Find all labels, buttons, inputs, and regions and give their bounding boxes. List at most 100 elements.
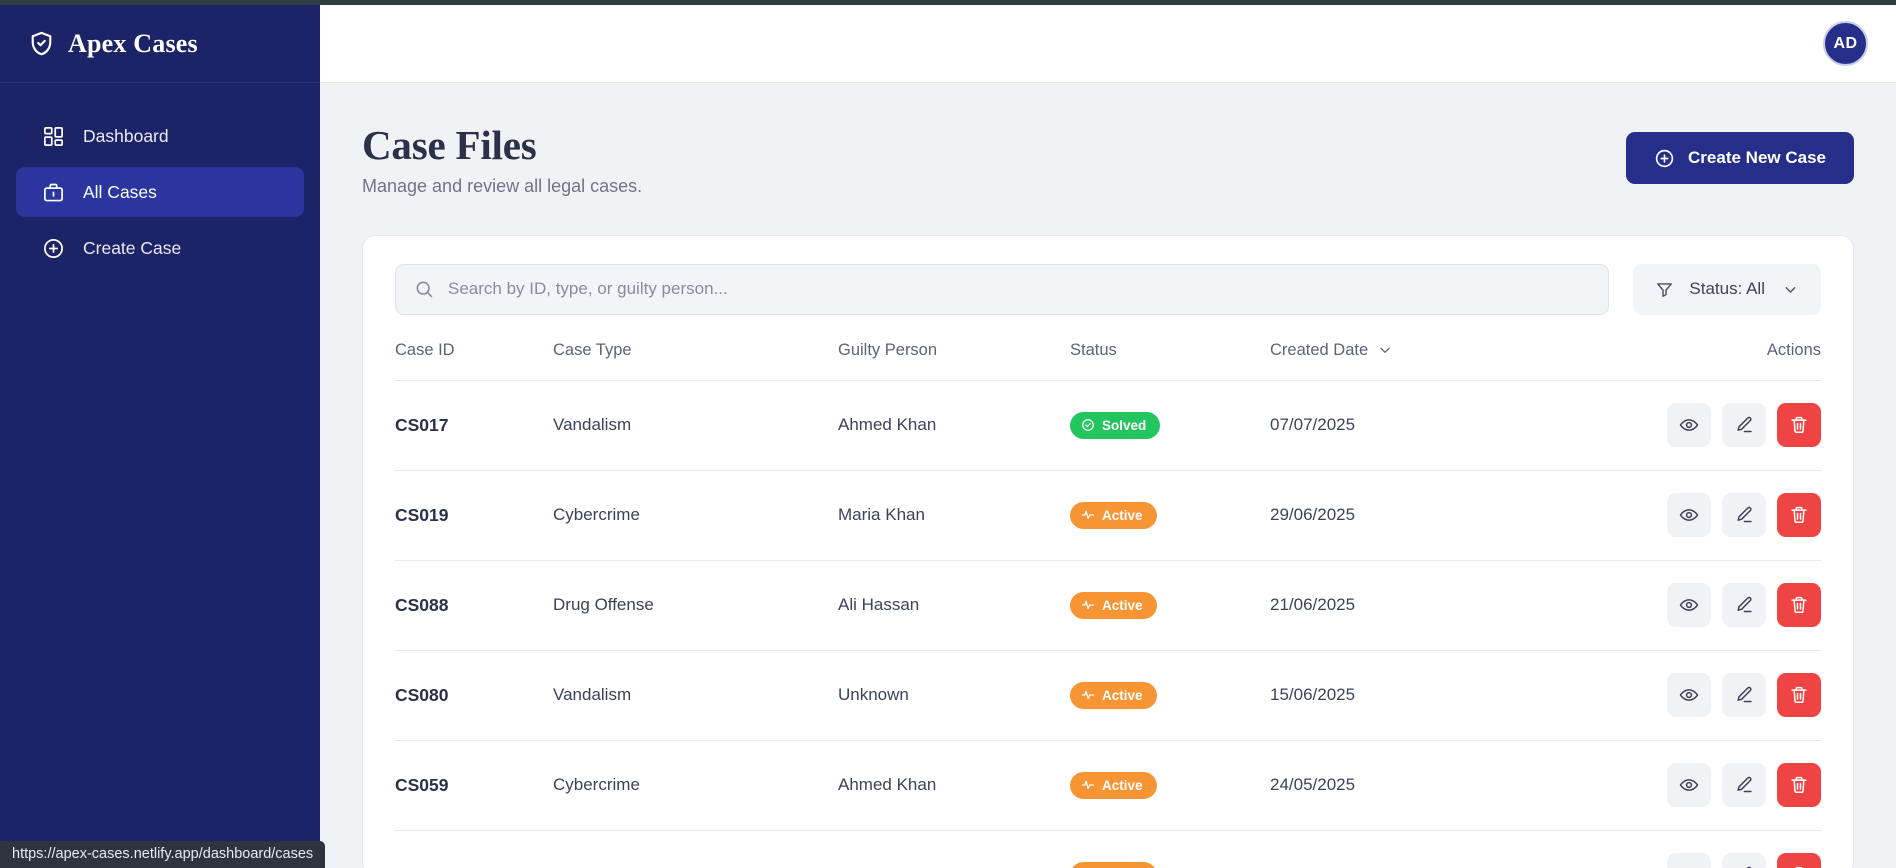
eye-icon	[1679, 595, 1699, 615]
table-row[interactable]: CS019 Cybercrime Maria Khan Active 29/06/202…	[395, 470, 1821, 561]
status-filter-button[interactable]: Status: All	[1633, 263, 1821, 315]
eye-icon	[1679, 415, 1699, 435]
view-case-button[interactable]	[1667, 493, 1711, 538]
cell-created-date: 29/06/2025	[1270, 470, 1600, 561]
sidebar-item-dashboard[interactable]: Dashboard	[16, 111, 304, 161]
cases-toolbar: Status: All	[395, 263, 1821, 315]
pencil-icon	[1734, 415, 1754, 435]
cell-created-date: 21/06/2025	[1270, 560, 1600, 651]
chevron-down-icon	[1780, 281, 1799, 298]
create-new-case-label: Create New Case	[1688, 148, 1826, 167]
cell-guilty-person: Ali Hassan	[838, 560, 1070, 651]
cell-status: Active	[1070, 560, 1270, 651]
plus-circle-icon	[1654, 148, 1675, 169]
plus-circle-icon	[42, 237, 65, 260]
pencil-icon	[1734, 775, 1754, 795]
table-row[interactable]: CS059 Cybercrime Ahmed Khan Active 24/05/202…	[395, 740, 1821, 831]
status-badge-label: Solved	[1102, 417, 1147, 433]
sidebar-item-create-case[interactable]: Create Case	[16, 223, 304, 273]
status-filter-label: Status: All	[1689, 279, 1765, 299]
view-case-button[interactable]	[1667, 763, 1711, 808]
page-title: Case Files	[362, 122, 537, 168]
status-badge: Active	[1070, 771, 1157, 799]
cell-case-type	[553, 830, 838, 868]
cell-case-id: CS019	[395, 470, 553, 561]
row-action-group	[1667, 583, 1821, 628]
view-case-button[interactable]	[1667, 853, 1711, 868]
cell-actions	[1600, 830, 1821, 868]
pulse-icon	[1081, 508, 1095, 522]
row-action-group	[1667, 763, 1821, 808]
brand-title: Apex Cases	[68, 28, 198, 58]
trash-icon	[1789, 415, 1809, 435]
delete-case-button[interactable]	[1777, 583, 1821, 628]
pencil-icon	[1734, 595, 1754, 615]
table-head: Case ID Case Type Guilty Person Status C…	[395, 340, 1821, 381]
created-date-label: Created Date	[1270, 340, 1369, 359]
cell-actions	[1600, 380, 1821, 471]
cell-case-type: Cybercrime	[553, 470, 838, 561]
cell-case-id	[395, 830, 553, 868]
column-header-guilty-person[interactable]: Guilty Person	[838, 340, 1070, 381]
cases-card: Status: All	[362, 234, 1854, 868]
cell-case-type: Vandalism	[553, 650, 838, 741]
eye-icon	[1679, 775, 1699, 795]
view-case-button[interactable]	[1667, 673, 1711, 718]
pulse-icon	[1081, 598, 1095, 612]
create-new-case-button[interactable]: Create New Case	[1626, 132, 1854, 184]
cell-status: Active	[1070, 650, 1270, 741]
shield-check-icon	[28, 30, 55, 57]
table-row[interactable]: CS088 Drug Offense Ali Hassan Active 21/06/2…	[395, 560, 1821, 651]
delete-case-button[interactable]	[1777, 493, 1821, 538]
pulse-icon	[1081, 688, 1095, 702]
avatar[interactable]: AD	[1823, 21, 1868, 66]
status-badge: Active	[1070, 681, 1157, 709]
cell-status: Solved	[1070, 380, 1270, 471]
column-header-created-date[interactable]: Created Date	[1270, 340, 1600, 381]
main-area: AD Case Files Manage and review all lega…	[320, 0, 1896, 868]
status-badge: Active	[1070, 591, 1157, 619]
table-row[interactable]: CS017 Vandalism Ahmed Khan Solved 07/07/2025	[395, 380, 1821, 471]
column-header-case-id[interactable]: Case ID	[395, 340, 553, 381]
cell-created-date: 15/06/2025	[1270, 650, 1600, 741]
delete-case-button[interactable]	[1777, 673, 1821, 718]
sidebar-item-label: Dashboard	[83, 125, 169, 146]
edit-case-button[interactable]	[1722, 403, 1766, 448]
search-field[interactable]	[395, 263, 1610, 315]
sidebar-item-all-cases[interactable]: All Cases	[16, 167, 304, 217]
page-content: Case Files Manage and review all legal c…	[320, 83, 1896, 868]
trash-icon	[1789, 775, 1809, 795]
edit-case-button[interactable]	[1722, 763, 1766, 808]
cell-guilty-person	[838, 830, 1070, 868]
status-badge-label: Active	[1102, 597, 1143, 613]
cell-case-id: CS059	[395, 740, 553, 831]
edit-case-button[interactable]	[1722, 853, 1766, 868]
edit-case-button[interactable]	[1722, 583, 1766, 628]
row-action-group	[1667, 853, 1821, 868]
column-header-case-type[interactable]: Case Type	[553, 340, 838, 381]
cell-created-date	[1270, 830, 1600, 868]
table-row[interactable]: CS080 Vandalism Unknown Active 15/06/2025	[395, 650, 1821, 741]
delete-case-button[interactable]	[1777, 763, 1821, 808]
cell-actions	[1600, 650, 1821, 741]
column-header-status[interactable]: Status	[1070, 340, 1270, 381]
delete-case-button[interactable]	[1777, 853, 1821, 868]
edit-case-button[interactable]	[1722, 493, 1766, 538]
cell-case-type: Drug Offense	[553, 560, 838, 651]
view-case-button[interactable]	[1667, 583, 1711, 628]
status-badge: Active	[1070, 861, 1157, 868]
pencil-icon	[1734, 685, 1754, 705]
brand: Apex Cases	[0, 5, 320, 83]
created-date-sort[interactable]: Created Date	[1270, 341, 1393, 360]
search-input[interactable]	[448, 279, 1591, 300]
cell-guilty-person: Maria Khan	[838, 470, 1070, 561]
delete-case-button[interactable]	[1777, 403, 1821, 448]
edit-case-button[interactable]	[1722, 673, 1766, 718]
cell-status: Active	[1070, 830, 1270, 868]
view-case-button[interactable]	[1667, 403, 1711, 448]
column-header-actions: Actions	[1600, 340, 1821, 381]
cell-case-id: CS080	[395, 650, 553, 741]
table-header-row: Case ID Case Type Guilty Person Status C…	[395, 340, 1821, 381]
status-badge: Active	[1070, 501, 1157, 529]
table-row[interactable]: Active	[395, 830, 1821, 868]
